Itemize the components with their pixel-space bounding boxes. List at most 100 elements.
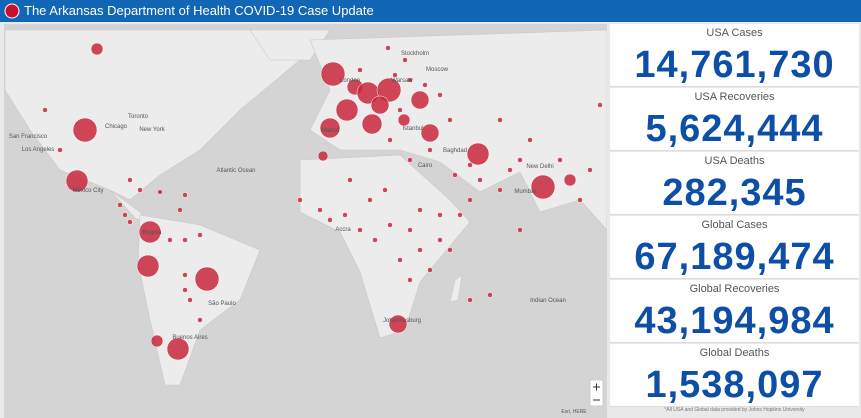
case-bubble	[182, 287, 188, 293]
case-bubble	[397, 113, 411, 127]
case-bubble	[447, 247, 453, 253]
case-bubble	[563, 173, 577, 187]
case-bubble	[317, 207, 323, 213]
case-bubble	[150, 334, 164, 348]
case-bubble	[402, 57, 408, 63]
case-bubble	[422, 82, 428, 88]
map-label: Atlantic Ocean	[216, 168, 255, 174]
case-bubble	[367, 197, 373, 203]
map-label: Istanbul	[402, 126, 423, 132]
case-bubble	[417, 207, 423, 213]
case-bubble	[372, 237, 378, 243]
case-bubble	[388, 314, 408, 334]
case-bubble	[517, 157, 523, 163]
stat-value: 282,345	[662, 172, 807, 214]
map-label: Buenos Aires	[172, 335, 207, 341]
case-bubble	[382, 187, 388, 193]
map-label: New Delhi	[526, 164, 553, 170]
map: Stockholm Moscow London Warsaw Madrid Istanbu…	[4, 24, 607, 418]
stat-label: USA Deaths	[704, 155, 765, 167]
case-bubble	[497, 117, 503, 123]
case-bubble	[320, 61, 346, 87]
case-bubble	[136, 254, 160, 278]
stat-value: 14,761,730	[634, 44, 835, 86]
case-bubble	[122, 212, 128, 218]
footnote: *All USA and Global data provided by Joh…	[664, 407, 805, 413]
case-bubble	[370, 95, 390, 115]
stat-value: 1,538,097	[645, 364, 824, 406]
case-bubble	[177, 207, 183, 213]
case-bubble	[182, 272, 188, 278]
map-label: Moscow	[426, 67, 449, 73]
case-bubble	[477, 177, 483, 183]
case-bubble	[376, 77, 402, 103]
stat-value: 67,189,474	[634, 236, 835, 278]
case-bubble	[127, 177, 133, 183]
case-bubble	[587, 167, 593, 173]
case-bubble	[497, 187, 503, 193]
stat-value: 5,624,444	[645, 108, 824, 150]
map-label: Johannesburg	[383, 318, 421, 324]
case-bubble	[387, 137, 393, 143]
map-label: Warsaw	[391, 78, 413, 84]
case-bubble	[182, 237, 188, 243]
case-bubble	[437, 92, 443, 98]
map-label: Chicago	[105, 124, 128, 130]
stat-label: Global Deaths	[699, 347, 770, 359]
case-bubble	[157, 189, 163, 195]
header: The Arkansas Department of Health COVID-…	[0, 0, 861, 22]
case-bubble	[57, 147, 63, 153]
attribution: Esri, HERE	[561, 409, 587, 415]
case-bubble	[417, 247, 423, 253]
map-label: São Paulo	[208, 301, 236, 307]
case-bubble	[392, 72, 398, 78]
case-bubble	[357, 227, 363, 233]
case-bubble	[410, 90, 430, 110]
stat-label: USA Recoveries	[694, 91, 775, 103]
case-bubble	[137, 187, 143, 193]
stat-box: USA Cases 14,761,730	[610, 24, 859, 87]
case-bubble	[452, 172, 458, 178]
stat-box: Global Deaths 1,538,097	[610, 344, 859, 407]
case-bubble	[427, 267, 433, 273]
header-title: The Arkansas Department of Health COVID-…	[24, 3, 374, 18]
case-bubbles	[42, 42, 603, 361]
map-label: Accra	[335, 227, 351, 233]
case-bubble	[517, 227, 523, 233]
stat-label: Global Cases	[701, 219, 768, 231]
map-label: London	[340, 78, 360, 84]
case-bubble	[319, 117, 341, 139]
case-bubble	[407, 157, 413, 163]
map-label: Indian Ocean	[530, 298, 566, 304]
case-bubble	[65, 169, 89, 193]
case-bubble	[387, 222, 393, 228]
stat-box: USA Deaths 282,345	[610, 152, 859, 215]
case-bubble	[420, 123, 440, 143]
case-bubble	[437, 237, 443, 243]
case-bubble	[487, 292, 493, 298]
case-bubble	[90, 42, 104, 56]
case-bubble	[72, 117, 98, 143]
case-bubble	[342, 212, 348, 218]
case-bubble	[357, 67, 363, 73]
case-bubble	[385, 45, 391, 51]
zoom-controls[interactable]	[589, 379, 604, 407]
case-bubble	[527, 137, 533, 143]
map-label: Mumbai	[514, 189, 535, 195]
case-bubble	[138, 220, 162, 244]
case-bubble	[466, 142, 490, 166]
case-bubble	[397, 257, 403, 263]
case-bubble	[507, 167, 513, 173]
case-bubble	[427, 147, 433, 153]
case-bubble	[437, 212, 443, 218]
case-bubble	[347, 177, 353, 183]
case-bubble	[407, 277, 413, 283]
case-bubble	[187, 297, 193, 303]
case-bubble	[42, 107, 48, 113]
case-bubble	[197, 232, 203, 238]
case-bubble	[197, 317, 203, 323]
stat-box: Global Recoveries 43,194,984	[610, 280, 859, 343]
logo	[4, 3, 20, 19]
stat-box: Global Cases 67,189,474	[610, 216, 859, 279]
